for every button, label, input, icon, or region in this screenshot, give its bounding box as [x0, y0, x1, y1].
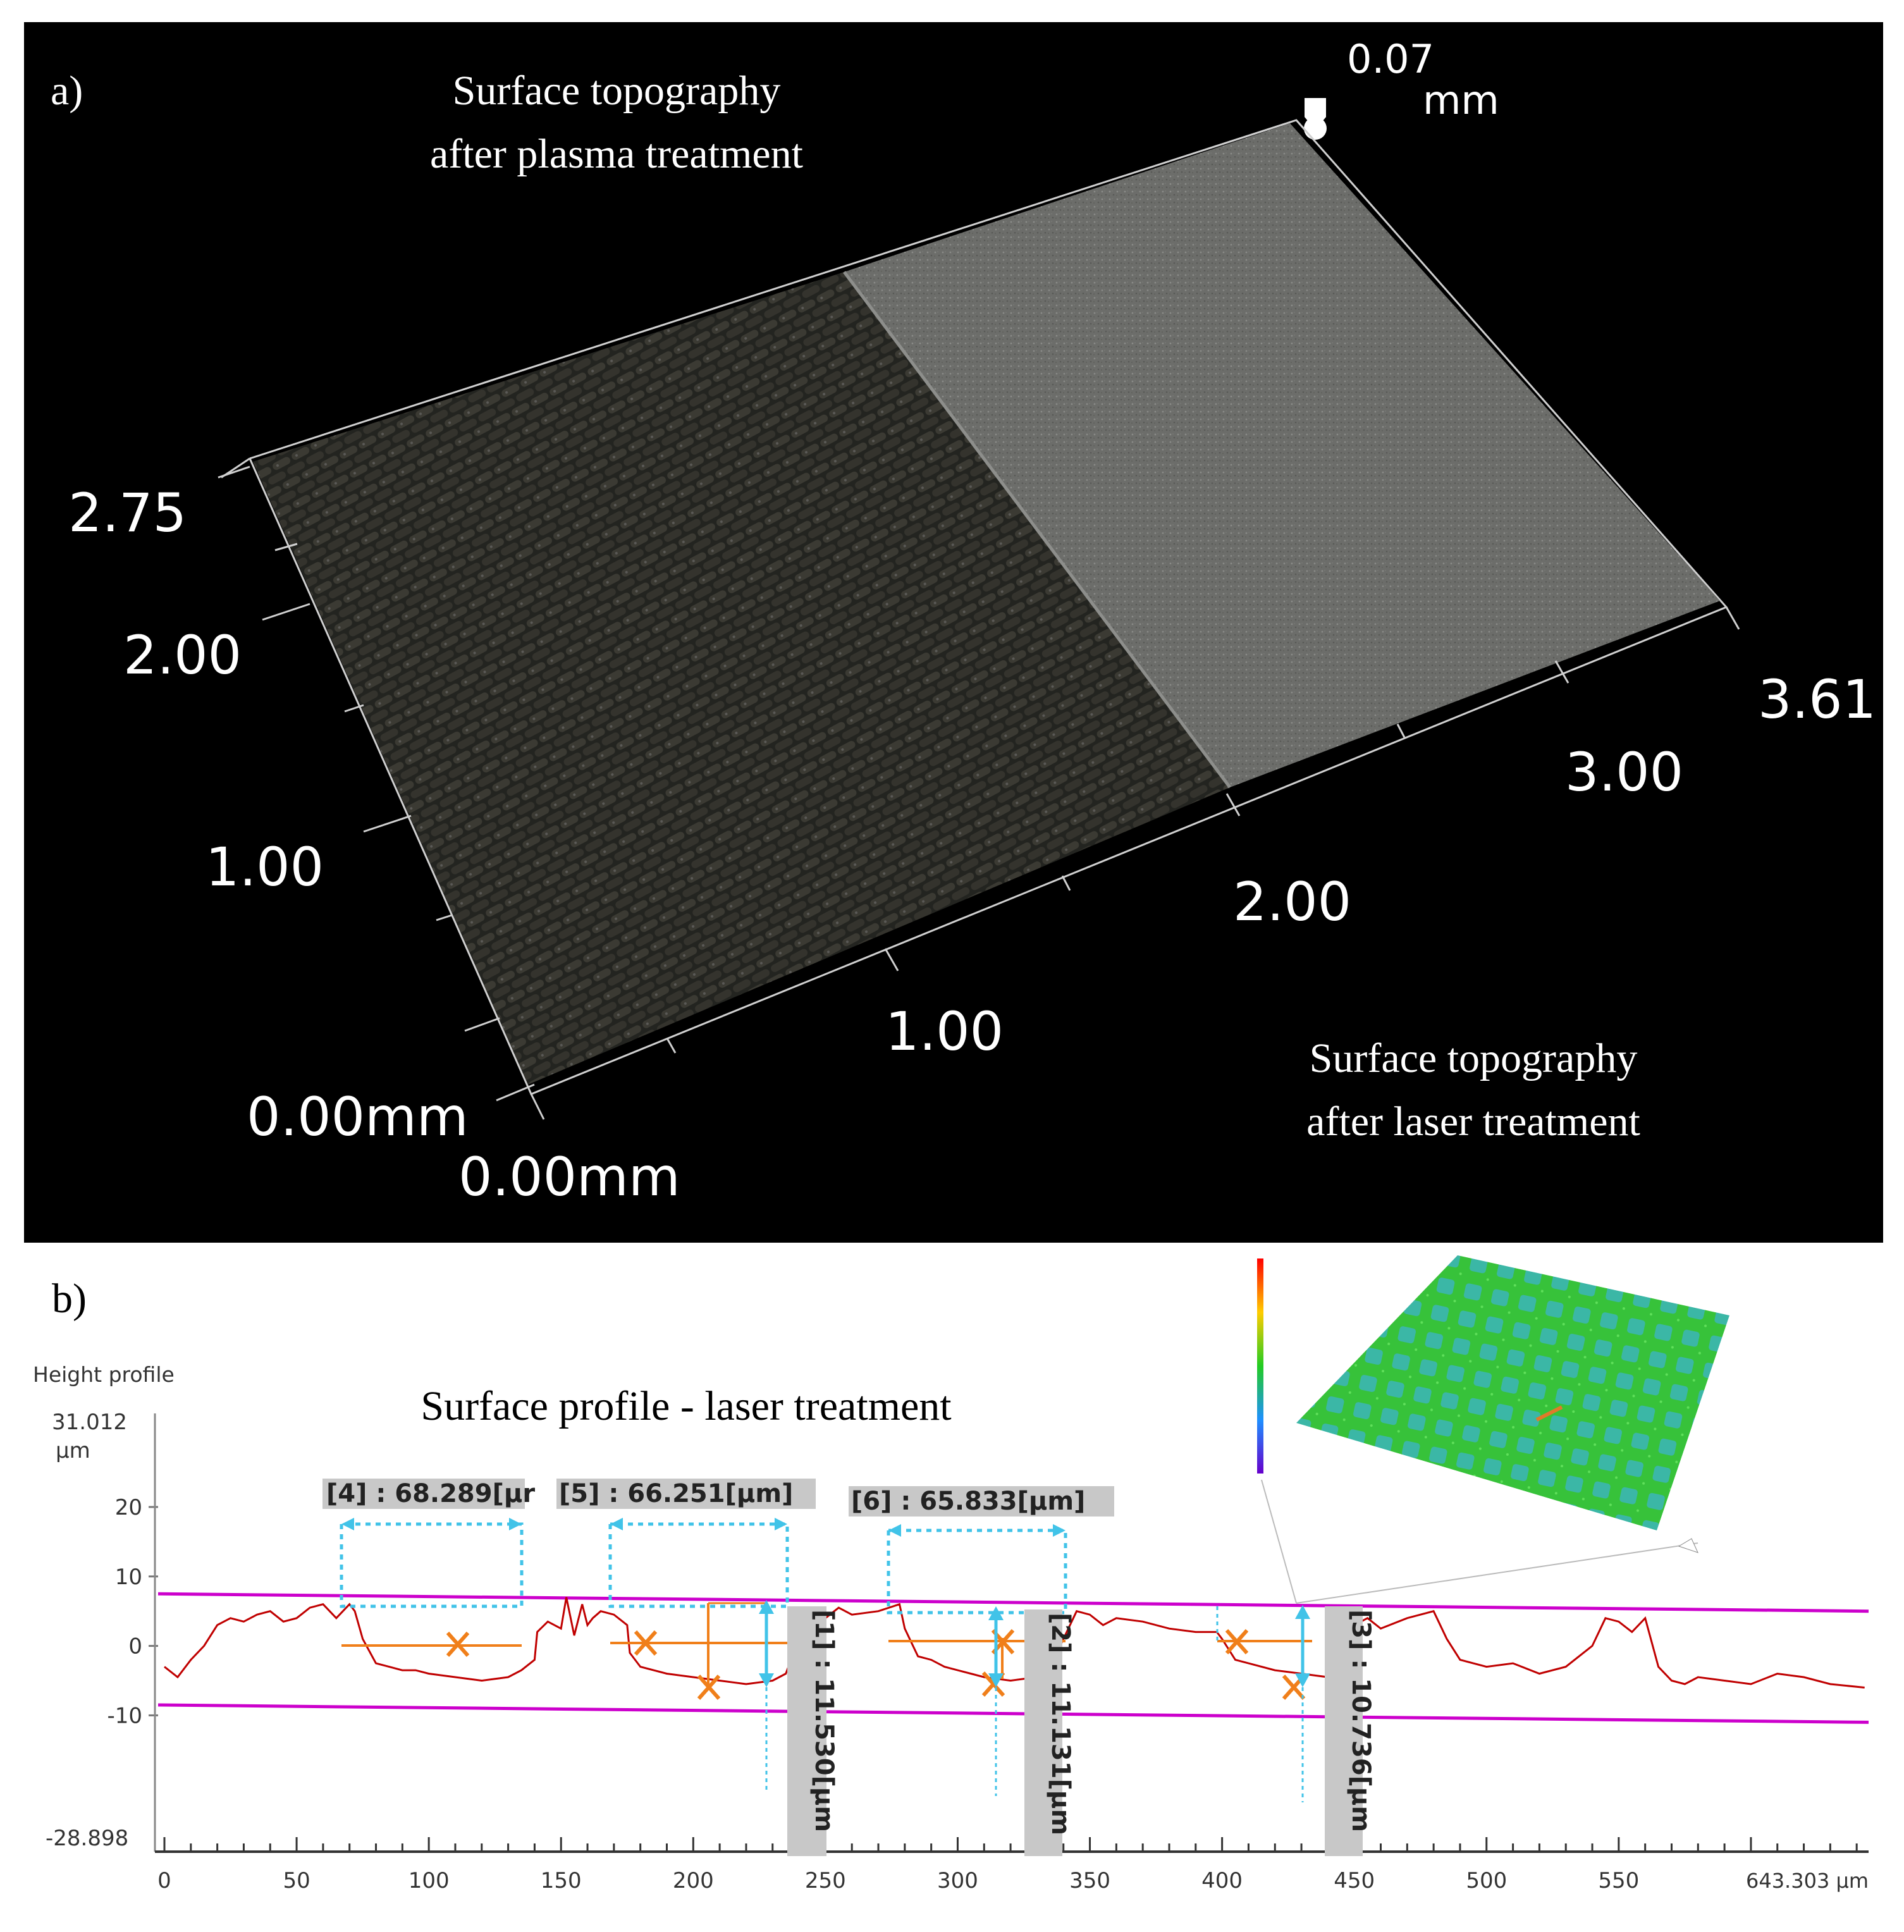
depth-label-2: [2] : 11.131[µm [1046, 1613, 1075, 1835]
x-tick-label: 0 [157, 1868, 171, 1893]
height-profile-line [164, 1597, 1865, 1689]
plasma-title-line-2: after plasma treatment [430, 131, 803, 177]
width-label-5: [5] : 66.251[µm] [559, 1479, 793, 1508]
x-tick-label: 350 [1069, 1868, 1110, 1893]
x-tick-label: 150 [541, 1868, 582, 1893]
y-tick-label: 0 [128, 1634, 142, 1659]
x-tick-label: 500 [1466, 1868, 1507, 1893]
axis-arrow-icon [1678, 1538, 1698, 1553]
laser-title-line-2: after laser treatment [1306, 1098, 1640, 1145]
x-tick-label: 100 [408, 1868, 450, 1893]
depth-label-1: [1] : 11.530[µm [809, 1609, 838, 1832]
cross-mark-icon [697, 1675, 721, 1700]
z-unit: mm [1423, 77, 1499, 123]
panel-a-label: a) [51, 68, 83, 114]
left-axis-label-3: 2.75 [68, 482, 187, 544]
y-tick-label: 10 [115, 1565, 142, 1590]
left-axis-label-1: 1.00 [206, 836, 324, 898]
x-tick-label: 200 [673, 1868, 714, 1893]
left-axis-ticks [218, 465, 535, 1102]
x-tick-label: 550 [1598, 1868, 1639, 1893]
lower-limit-line [157, 1703, 1869, 1724]
left-axis-label-2: 2.00 [123, 624, 242, 686]
front-axis-ticks [530, 606, 1740, 1120]
y-max-label: 31.012 [52, 1410, 127, 1435]
x-max-label: 643.303 µm [1746, 1869, 1869, 1893]
z-value: 0.07 [1347, 36, 1434, 82]
y-min-label: -28.898 [46, 1826, 128, 1851]
upper-limit-line [157, 1592, 1869, 1613]
plasma-surface [844, 123, 1720, 787]
measurement-5: [5] : 66.251[µm] [1] : 11.530[µm [556, 1479, 838, 1856]
height-profile-label: Height profile [33, 1362, 175, 1387]
front-axis-label-2: 2.00 [1233, 871, 1351, 933]
laser-title-line-1: Surface topography [1310, 1035, 1638, 1081]
x-tick-label: 250 [805, 1868, 846, 1893]
cross-mark-icon [634, 1630, 658, 1656]
x-tick-label: 450 [1334, 1868, 1375, 1893]
width-label-6: [6] : 65.833[µm] [851, 1487, 1085, 1516]
plasma-title-line-1: Surface topography [453, 68, 781, 114]
measurement-6: [6] : 65.833[µm] [2] : 11.131[µm [849, 1486, 1114, 1856]
front-axis-label-4: 3.61 [1758, 668, 1876, 730]
panel-b: b) Surface profile - laser treatment Hei… [24, 1243, 1883, 1913]
x-tick-label: 400 [1201, 1868, 1243, 1893]
x-tick-label: 300 [937, 1868, 978, 1893]
x-tick-label: 50 [283, 1868, 310, 1893]
y-tick-label: -10 [107, 1703, 142, 1728]
color-scale-bar [1257, 1258, 1263, 1474]
y-unit-label: µm [56, 1438, 90, 1463]
front-axis-label-3: 3.00 [1565, 741, 1683, 803]
front-axis-label-1: 1.00 [885, 1000, 1004, 1062]
z-marker-knob [1304, 117, 1327, 140]
depth-label-3: [3] : 10.736[µm [1346, 1609, 1375, 1832]
measurement-3: [3] : 10.736[µm [1216, 1605, 1375, 1856]
inset-3d-view [1257, 1255, 1729, 1604]
front-axis-label-0: 0.00mm [458, 1146, 680, 1208]
inset-surface [1296, 1255, 1729, 1530]
cross-mark-icon [446, 1632, 470, 1657]
left-axis-label-0: 0.00mm [247, 1086, 469, 1148]
y-tick-label: 20 [115, 1495, 142, 1520]
panel-b-title: Surface profile - laser treatment [421, 1383, 951, 1429]
panel-b-label: b) [52, 1276, 87, 1322]
laser-surface [253, 272, 1230, 1085]
measurement-4: [4] : 68.289[µr [322, 1479, 535, 1657]
panel-a: a) Surface topography after plasma treat… [24, 22, 1883, 1243]
treatment-boundary [842, 271, 1232, 789]
width-label-4: [4] : 68.289[µr [326, 1479, 535, 1508]
cross-mark-icon [1225, 1629, 1249, 1654]
y-ticks: 20 10 0 -10 [107, 1495, 158, 1728]
